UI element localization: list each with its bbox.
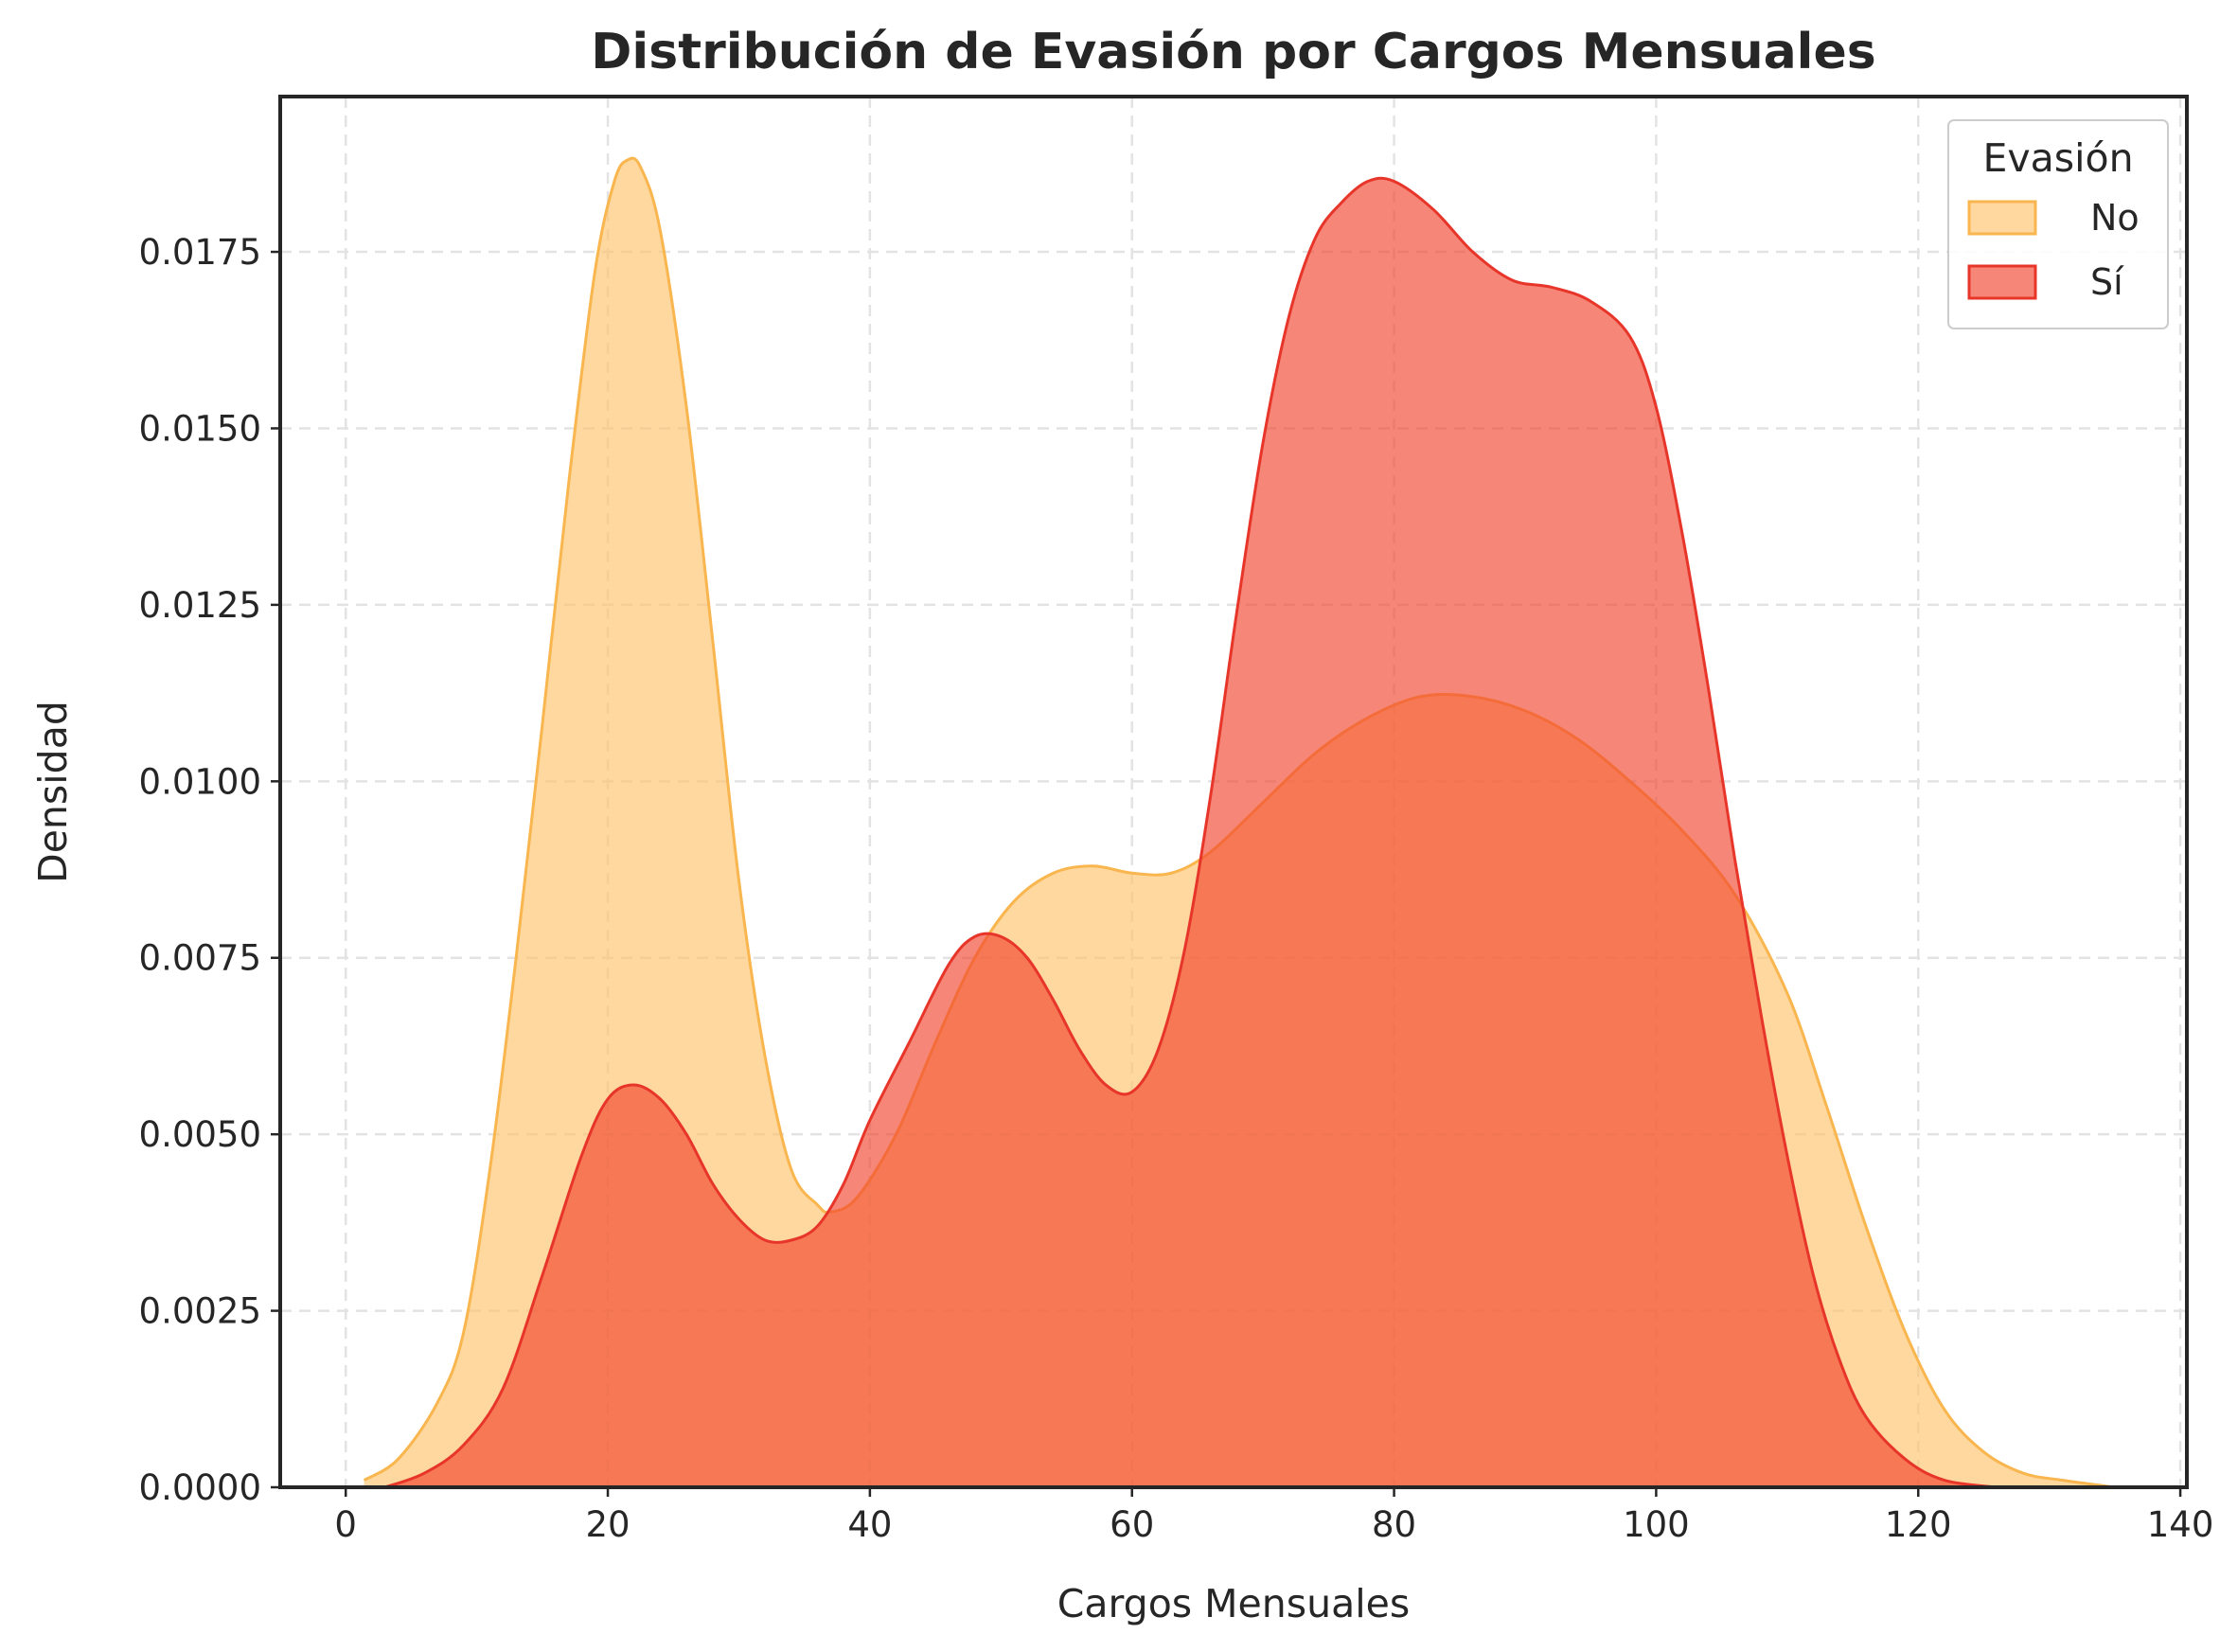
area-layer	[363, 156, 2116, 1489]
y-axis-label: Densidad	[30, 701, 76, 883]
y-tick-label: 0.0150	[139, 408, 261, 449]
x-tick-label: 20	[586, 1504, 630, 1545]
legend-items: No Sí	[1967, 197, 2140, 303]
y-tick-label: 0.0025	[139, 1291, 261, 1332]
x-tick-label: 0	[334, 1504, 357, 1545]
density-line-si	[384, 176, 1998, 1489]
y-tick-label: 0.0100	[139, 761, 261, 802]
y-tick-label: 0.0075	[139, 938, 261, 979]
legend-label-no: No	[2090, 197, 2140, 239]
chart-title: Distribución de Evasión por Cargos Mensu…	[591, 24, 1875, 80]
legend-swatch-no	[1967, 200, 2037, 236]
legend: Evasión No Sí	[1947, 119, 2169, 329]
x-tick-label: 100	[1623, 1504, 1690, 1545]
y-tick-label: 0.0175	[139, 232, 261, 273]
plot-frame	[278, 95, 2189, 1489]
y-tick-label: 0.0125	[139, 585, 261, 626]
x-tick-label: 120	[1885, 1504, 1952, 1545]
legend-swatch-si	[1967, 264, 2037, 300]
legend-title: Evasión	[1982, 135, 2133, 181]
x-axis: 0 20 40 60 80 100 120 140	[334, 1487, 2213, 1545]
x-tick-label: 60	[1110, 1504, 1154, 1545]
density-area-si	[384, 178, 1998, 1488]
y-axis: 0.0000 0.0025 0.0050 0.0075 0.0100 0.0125 0.01…	[139, 232, 280, 1508]
x-tick-label: 40	[847, 1504, 892, 1545]
y-tick-label: 0.0000	[139, 1467, 261, 1508]
y-tick-label: 0.0050	[139, 1114, 261, 1155]
legend-label-si: Sí	[2090, 261, 2124, 303]
x-tick-label: 80	[1372, 1504, 1416, 1545]
x-axis-label: Cargos Mensuales	[1057, 1581, 1410, 1626]
x-tick-label: 140	[2147, 1504, 2214, 1545]
